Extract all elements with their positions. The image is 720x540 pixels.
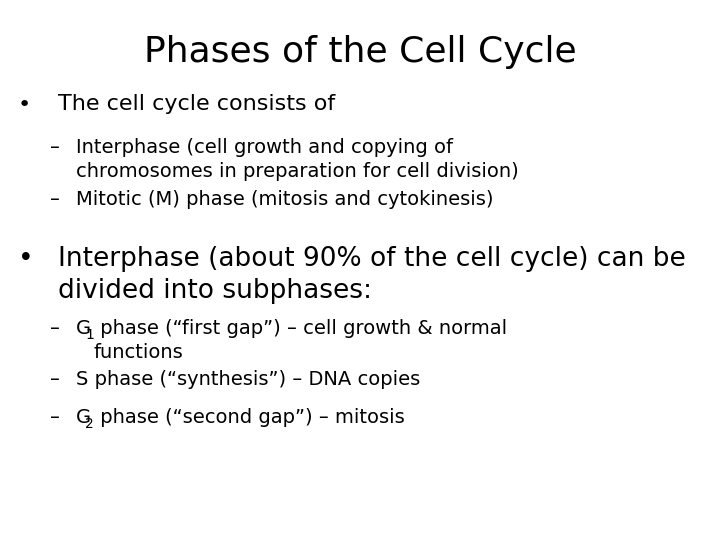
Text: S phase (“synthesis”) – DNA copies: S phase (“synthesis”) – DNA copies [76,370,420,389]
Text: Interphase (cell growth and copying of
chromosomes in preparation for cell divis: Interphase (cell growth and copying of c… [76,138,518,181]
Text: –: – [50,138,60,157]
Text: G: G [76,408,91,427]
Text: phase (“first gap”) – cell growth & normal
functions: phase (“first gap”) – cell growth & norm… [94,319,507,362]
Text: 2: 2 [85,417,94,431]
Text: –: – [50,319,60,338]
Text: –: – [50,408,60,427]
Text: Interphase (about 90% of the cell cycle) can be
divided into subphases:: Interphase (about 90% of the cell cycle)… [58,246,685,303]
Text: Mitotic (M) phase (mitosis and cytokinesis): Mitotic (M) phase (mitosis and cytokines… [76,190,493,209]
Text: The cell cycle consists of: The cell cycle consists of [58,94,335,114]
Text: 1: 1 [85,328,94,342]
Text: G: G [76,319,91,338]
Text: phase (“second gap”) – mitosis: phase (“second gap”) – mitosis [94,408,405,427]
Text: –: – [50,370,60,389]
Text: Phases of the Cell Cycle: Phases of the Cell Cycle [144,35,576,69]
Text: •: • [18,246,34,272]
Text: •: • [18,94,31,114]
Text: –: – [50,190,60,209]
